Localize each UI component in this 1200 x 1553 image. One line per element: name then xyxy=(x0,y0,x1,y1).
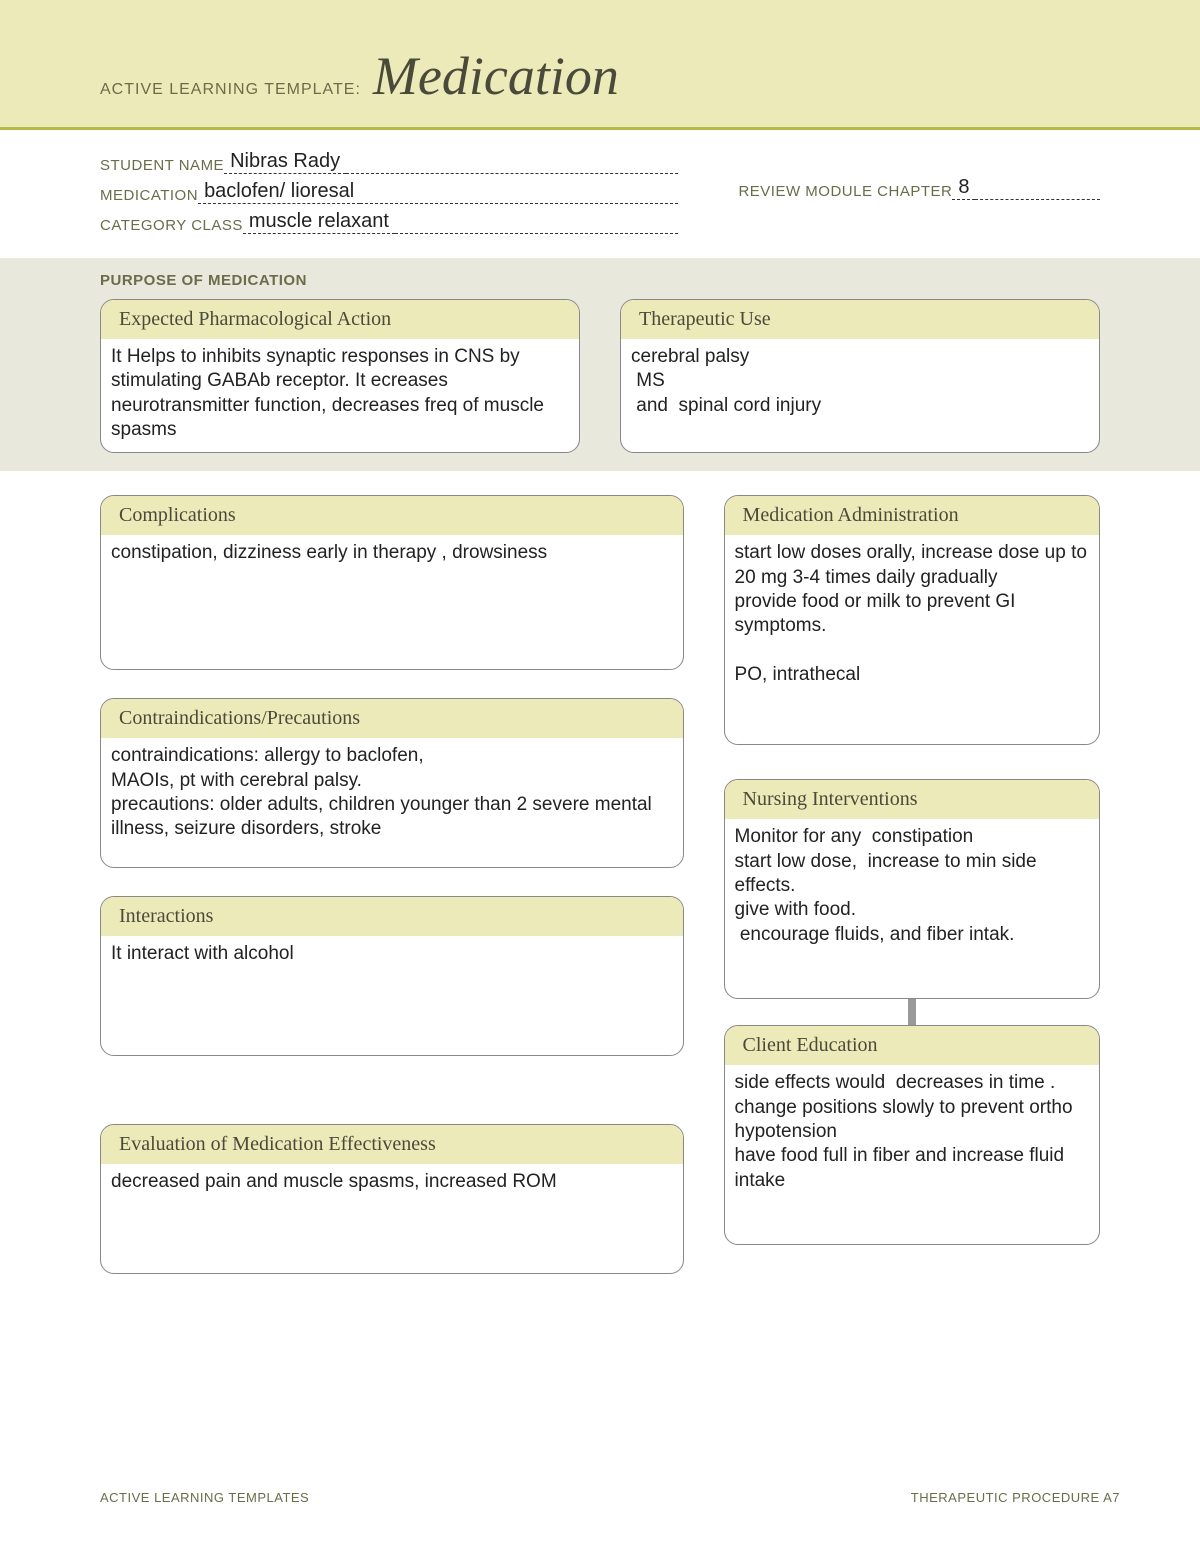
pharm-action-body: It Helps to inhibits synaptic responses … xyxy=(101,339,579,452)
purpose-section: PURPOSE OF MEDICATION Expected Pharmacol… xyxy=(0,258,1200,471)
template-title: Medication xyxy=(373,46,619,106)
category-label: CATEGORY CLASS xyxy=(100,217,243,234)
footer-left: ACTIVE LEARNING TEMPLATES xyxy=(100,1490,309,1505)
nursing-card: Nursing Interventions Monitor for any co… xyxy=(724,779,1100,999)
connector-line xyxy=(908,999,916,1025)
evaluation-title: Evaluation of Medication Effectiveness xyxy=(101,1125,683,1164)
underline xyxy=(346,156,678,174)
nursing-title: Nursing Interventions xyxy=(725,780,1099,819)
category-value: muscle relaxant xyxy=(243,210,395,234)
complications-title: Complications xyxy=(101,496,683,535)
therapeutic-use-card: Therapeutic Use cerebral palsy MS and sp… xyxy=(620,299,1100,453)
contra-card: Contraindications/Precautions contraindi… xyxy=(100,698,684,868)
therapeutic-use-title: Therapeutic Use xyxy=(621,300,1099,339)
underline xyxy=(975,182,1100,200)
evaluation-body: decreased pain and muscle spasms, increa… xyxy=(101,1164,683,1204)
interactions-body: It interact with alcohol xyxy=(101,936,683,976)
info-section: STUDENT NAME Nibras Rady MEDICATION bacl… xyxy=(0,130,1200,258)
admin-card: Medication Administration start low dose… xyxy=(724,495,1100,745)
medication-value: baclofen/ lioresal xyxy=(198,180,360,204)
nursing-body: Monitor for any constipation start low d… xyxy=(725,819,1099,957)
underline xyxy=(395,216,679,234)
contra-title: Contraindications/Precautions xyxy=(101,699,683,738)
main-area: Complications constipation, dizziness ea… xyxy=(0,471,1200,1274)
client-edu-title: Client Education xyxy=(725,1026,1099,1065)
interactions-card: Interactions It interact with alcohol xyxy=(100,896,684,1056)
client-edu-card: Client Education side effects would decr… xyxy=(724,1025,1100,1245)
interactions-title: Interactions xyxy=(101,897,683,936)
client-edu-body: side effects would decreases in time . c… xyxy=(725,1065,1099,1203)
admin-body: start low doses orally, increase dose up… xyxy=(725,535,1099,697)
complications-body: constipation, dizziness early in therapy… xyxy=(101,535,683,575)
purpose-label: PURPOSE OF MEDICATION xyxy=(100,272,1150,289)
template-prefix: ACTIVE LEARNING TEMPLATE: xyxy=(100,81,361,98)
admin-title: Medication Administration xyxy=(725,496,1099,535)
footer: ACTIVE LEARNING TEMPLATES THERAPEUTIC PR… xyxy=(100,1490,1120,1505)
complications-card: Complications constipation, dizziness ea… xyxy=(100,495,684,670)
student-name-label: STUDENT NAME xyxy=(100,157,224,174)
medication-label: MEDICATION xyxy=(100,187,198,204)
pharm-action-title: Expected Pharmacological Action xyxy=(101,300,579,339)
review-chapter-value: 8 xyxy=(952,176,975,200)
therapeutic-use-body: cerebral palsy MS and spinal cord injury xyxy=(621,339,1099,428)
footer-right: THERAPEUTIC PROCEDURE A7 xyxy=(911,1490,1120,1505)
header-band: ACTIVE LEARNING TEMPLATE: Medication xyxy=(0,0,1200,130)
evaluation-card: Evaluation of Medication Effectiveness d… xyxy=(100,1124,684,1274)
underline xyxy=(360,186,678,204)
review-chapter-label: REVIEW MODULE CHAPTER xyxy=(738,183,952,200)
contra-body: contraindications: allergy to baclofen, … xyxy=(101,738,683,851)
student-name-value: Nibras Rady xyxy=(224,150,346,174)
pharm-action-card: Expected Pharmacological Action It Helps… xyxy=(100,299,580,453)
